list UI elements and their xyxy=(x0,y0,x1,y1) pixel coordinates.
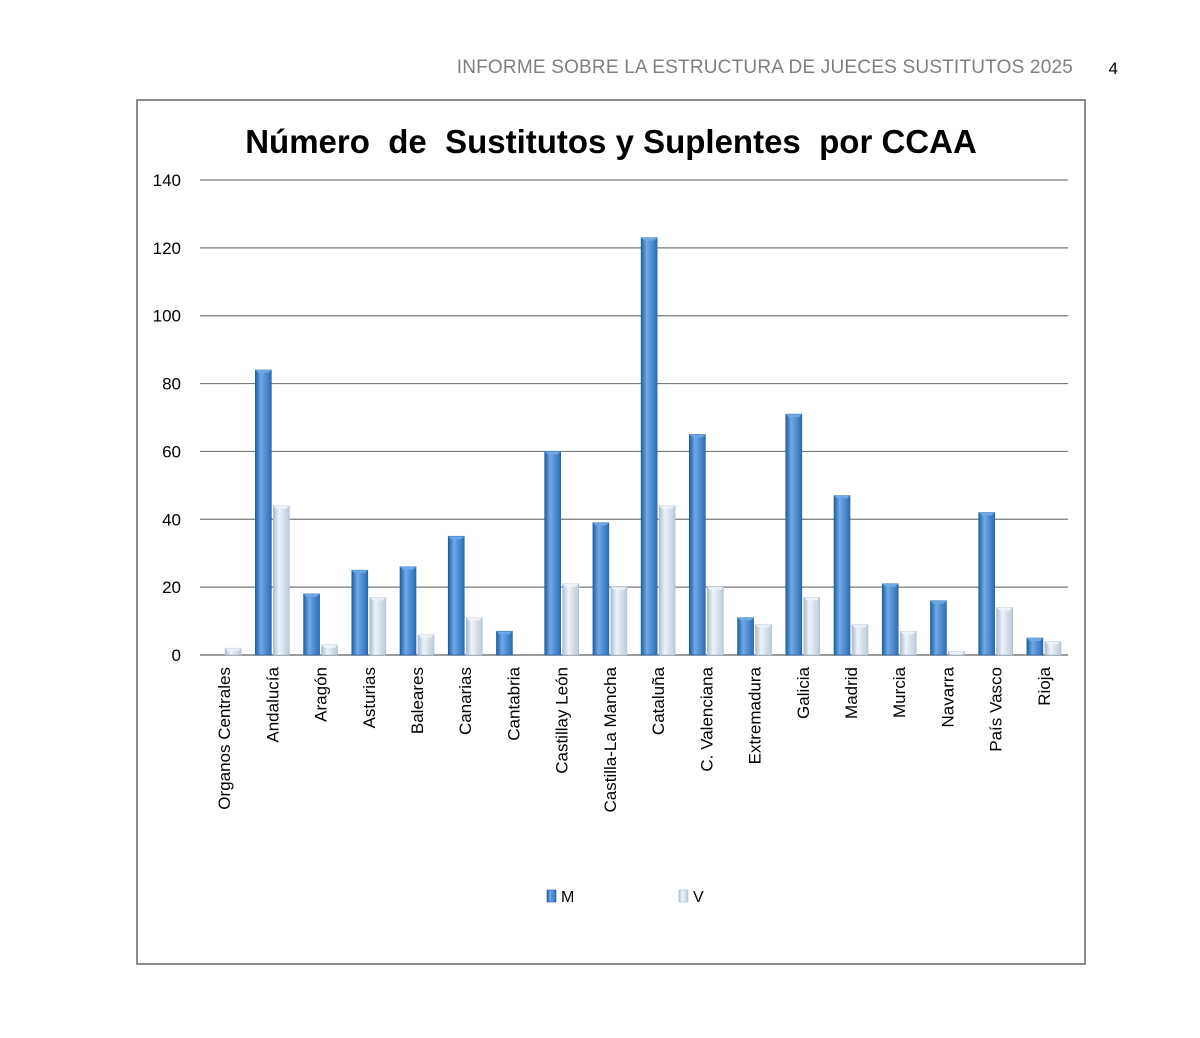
x-tick-label: País Vasco xyxy=(987,667,1006,752)
bar-m xyxy=(592,522,610,656)
bar-v xyxy=(755,624,772,656)
bar-v xyxy=(707,586,724,656)
bar-m xyxy=(447,535,465,656)
bar-m xyxy=(496,630,513,656)
y-tick-label: 100 xyxy=(153,307,181,326)
bar-v xyxy=(369,597,387,656)
bar-m xyxy=(737,617,754,656)
y-axis-ticks: 0 20 40 60 80 100 120 140 xyxy=(153,171,181,665)
x-tick-label: Cataluña xyxy=(649,666,668,735)
bar-v xyxy=(803,597,821,656)
bar-v xyxy=(899,630,917,656)
bar-v xyxy=(1044,641,1062,656)
x-tick-label: Navarra xyxy=(938,666,957,727)
x-tick-label: C. Valenciana xyxy=(697,666,716,771)
bar-m xyxy=(544,451,561,656)
x-tick-label: Castilla-La Mancha xyxy=(601,666,620,812)
bar-v xyxy=(273,505,290,656)
x-tick-label: Canarias xyxy=(456,667,475,735)
bar-v xyxy=(658,505,676,656)
x-tick-label: Asturias xyxy=(360,667,379,728)
y-tick-label: 20 xyxy=(162,578,181,597)
bar-m xyxy=(785,413,803,656)
x-tick-label: Extremadura xyxy=(746,666,765,764)
bars xyxy=(224,237,1062,656)
bar-m xyxy=(881,583,899,656)
y-tick-label: 140 xyxy=(153,171,181,190)
bar-m xyxy=(1026,637,1044,656)
legend-item-v: V xyxy=(678,889,704,906)
page-number: 4 xyxy=(1108,59,1118,78)
x-tick-label: Murcia xyxy=(890,666,909,718)
x-tick-label: Galicia xyxy=(794,666,813,719)
x-tick-label: Aragón xyxy=(312,667,331,722)
bar-v xyxy=(948,651,965,656)
bar-v xyxy=(224,647,242,656)
gridlines xyxy=(200,179,1068,656)
legend-label: V xyxy=(693,889,704,906)
y-tick-label: 80 xyxy=(162,375,181,394)
x-tick-label: Organos Centrales xyxy=(215,667,234,810)
bar-v xyxy=(562,583,579,656)
bar-m xyxy=(255,369,272,656)
bar-m xyxy=(640,237,658,656)
header-title: INFORME SOBRE LA ESTRUCTURA DE JUECES SU… xyxy=(456,57,1073,78)
y-tick-label: 120 xyxy=(153,239,181,258)
bar-m xyxy=(351,569,369,656)
x-axis-ticks: Organos Centrales Andalucía Aragón Asturias… xyxy=(215,666,1054,812)
chart-title: Número de Sustitutos y Suplentes por CCA… xyxy=(245,123,977,160)
bar-v xyxy=(417,634,435,656)
bar-v xyxy=(321,644,338,656)
bar-m xyxy=(689,434,706,656)
legend-item-m: M xyxy=(546,889,574,906)
x-tick-label: Castillay León xyxy=(553,667,572,774)
chart-frame xyxy=(136,99,1086,965)
y-tick-label: 0 xyxy=(172,646,181,665)
bar-m xyxy=(399,566,417,656)
x-tick-label: Baleares xyxy=(408,667,427,734)
x-tick-label: Madrid xyxy=(842,667,861,719)
x-tick-label: Rioja xyxy=(1035,666,1054,705)
legend-swatch xyxy=(546,889,557,903)
bar-v xyxy=(465,617,483,656)
legend-label: M xyxy=(561,889,574,906)
y-tick-label: 60 xyxy=(162,442,181,461)
bar-v xyxy=(996,607,1013,656)
bar-m xyxy=(978,512,995,656)
x-tick-label: Cantabria xyxy=(504,666,523,740)
bar-m xyxy=(930,600,947,656)
bar-m xyxy=(303,593,320,656)
legend-swatch xyxy=(678,889,689,903)
bar-v xyxy=(851,624,869,656)
bar-v xyxy=(610,586,628,656)
bar-m xyxy=(833,495,851,656)
y-tick-label: 40 xyxy=(162,510,181,529)
x-tick-label: Andalucía xyxy=(263,666,282,742)
